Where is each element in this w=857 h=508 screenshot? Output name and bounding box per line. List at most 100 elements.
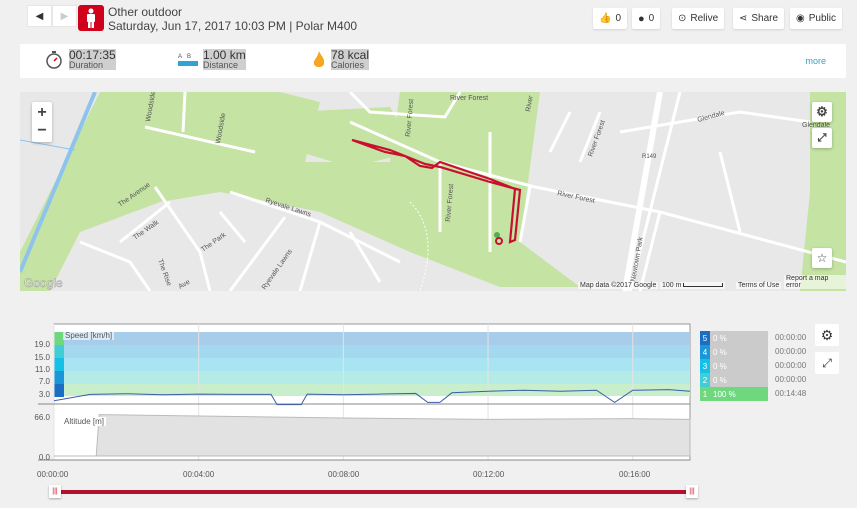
zone-percent: 0 % [710, 373, 768, 387]
relive-label: Relive [690, 13, 719, 24]
zone-number: 5 [700, 331, 710, 345]
arrow-left-icon: ◀ [35, 10, 44, 22]
speed-zone-1: 1 100 % [700, 387, 768, 401]
summary-bar: 00:17:35 Duration A B 1.00 km Distance 78 … [20, 44, 846, 78]
street-label: Glendale [802, 122, 830, 129]
comment-count: 0 [648, 13, 655, 24]
share-icon: ⋖ [739, 13, 748, 24]
previous-button[interactable]: ◀ [27, 5, 52, 27]
time-range-slider[interactable] [54, 490, 694, 494]
street-label: River [525, 94, 535, 112]
calories-value: 78 kcal [331, 48, 370, 62]
relive-button[interactable]: ⊙ Relive [672, 8, 725, 29]
zone-time: 00:00:00 [775, 361, 807, 370]
zone-percent: 0 % [710, 359, 768, 373]
zone-percent: 100 % [710, 387, 768, 401]
speed-ytick: 11.0 [35, 365, 50, 374]
x-tick: 00:08:00 [328, 470, 360, 479]
range-end-handle[interactable]: ||| [686, 485, 698, 498]
zone-number: 1 [700, 387, 710, 401]
zone-time: 00:00:00 [775, 347, 807, 356]
street-label: River Forest [450, 95, 488, 102]
distance-value: 1.00 km [203, 48, 246, 62]
x-tick: 00:00:00 [37, 470, 69, 479]
zoom-out-button[interactable]: − [37, 122, 47, 139]
street-label: River Forest [405, 99, 415, 138]
zone-marker [54, 332, 64, 345]
privacy-label: Public [808, 13, 836, 24]
ruler-icon: A B [178, 54, 198, 66]
map-canvas: Woodside Woodside River Forest River For… [20, 92, 846, 291]
locate-button[interactable]: ⚙ [812, 102, 832, 122]
chart-settings-button[interactable]: ⚙ [815, 324, 839, 346]
zone-number: 3 [700, 359, 710, 373]
distance-label: Distance [203, 61, 246, 70]
speed-zone-band [54, 332, 690, 345]
zoom-in-button[interactable]: + [37, 104, 47, 121]
duration-label: Duration [69, 61, 116, 70]
zoom-controls: + − [32, 102, 52, 142]
terms-link[interactable]: Terms of Use [736, 282, 782, 289]
thumbs-up-icon: 👍 [599, 13, 612, 24]
privacy-button[interactable]: ◉ Public [790, 8, 842, 29]
like-count: 0 [615, 13, 622, 24]
speed-ytick: 15.0 [34, 353, 50, 362]
comment-button[interactable]: ● 0 [632, 8, 661, 29]
chart-fullscreen-button[interactable]: ⤢ [815, 352, 839, 374]
route-map[interactable]: Woodside Woodside River Forest River For… [20, 92, 846, 291]
next-button[interactable]: ▶ [52, 5, 77, 27]
zone-marker [54, 371, 64, 384]
gear-icon: ⚙ [820, 326, 834, 343]
altitude-ytick: 66.0 [34, 413, 50, 422]
google-logo: Google [24, 276, 63, 290]
map-fullscreen-button[interactable]: ⤢ [812, 128, 832, 148]
play-circle-icon: ⊙ [678, 13, 687, 24]
map-attribution: Map data ©2017 Google [578, 282, 659, 289]
altitude-chart-title: Altitude [m] [62, 417, 107, 426]
altitude-ytick: 0.0 [38, 453, 50, 462]
speed-zone-band [54, 358, 690, 371]
duration-value: 00:17:35 [69, 48, 116, 62]
speed-ytick: 3.0 [38, 390, 50, 399]
calories-stat: 78 kcal Calories [312, 48, 370, 70]
speed-zone-band [54, 384, 690, 396]
share-button[interactable]: ⋖ Share [733, 8, 785, 29]
ruler-a: A [178, 53, 183, 60]
speed-ytick: 7.0 [38, 377, 50, 386]
zone-marker [54, 358, 64, 371]
zone-time: 00:00:00 [775, 333, 807, 342]
zone-time: 00:14:48 [775, 389, 807, 398]
like-button[interactable]: 👍 0 [593, 8, 628, 29]
zone-percent: 0 % [710, 345, 768, 359]
favorite-button[interactable]: ☆ [812, 248, 832, 268]
speed-zone-band [54, 371, 690, 384]
session-subtitle: Saturday, Jun 17, 2017 10:03 PM | Polar … [108, 19, 358, 33]
sport-icon [78, 5, 104, 31]
speed-ytick: 19.0 [34, 340, 50, 349]
share-label: Share [751, 13, 779, 24]
comment-icon: ● [638, 12, 645, 25]
gear-icon: ⚙ [816, 104, 828, 119]
report-map-error-link[interactable]: Report a map error [784, 275, 846, 289]
zone-number: 4 [700, 345, 710, 359]
more-link[interactable]: more [805, 56, 826, 66]
scale-label: 100 m [662, 282, 682, 289]
street-label: River Forest [445, 184, 455, 223]
speed-altitude-chart[interactable] [0, 320, 700, 470]
distance-stat: A B 1.00 km Distance [178, 49, 246, 70]
ruler-b: B [187, 53, 192, 60]
x-tick: 00:16:00 [619, 470, 651, 479]
zone-time: 00:00:00 [775, 375, 807, 384]
range-start-handle[interactable]: ||| [49, 485, 61, 498]
arrow-right-icon: ▶ [60, 10, 69, 22]
street-label: R149 [642, 154, 657, 160]
speed-chart-title: Speed [km/h] [63, 331, 115, 340]
sport-name: Other outdoor [108, 5, 183, 19]
zone-percent: 0 % [710, 331, 768, 345]
stopwatch-icon [46, 50, 62, 69]
map-scale: 100 m [660, 282, 726, 289]
zone-marker [54, 384, 64, 397]
altitude-area [54, 414, 691, 457]
